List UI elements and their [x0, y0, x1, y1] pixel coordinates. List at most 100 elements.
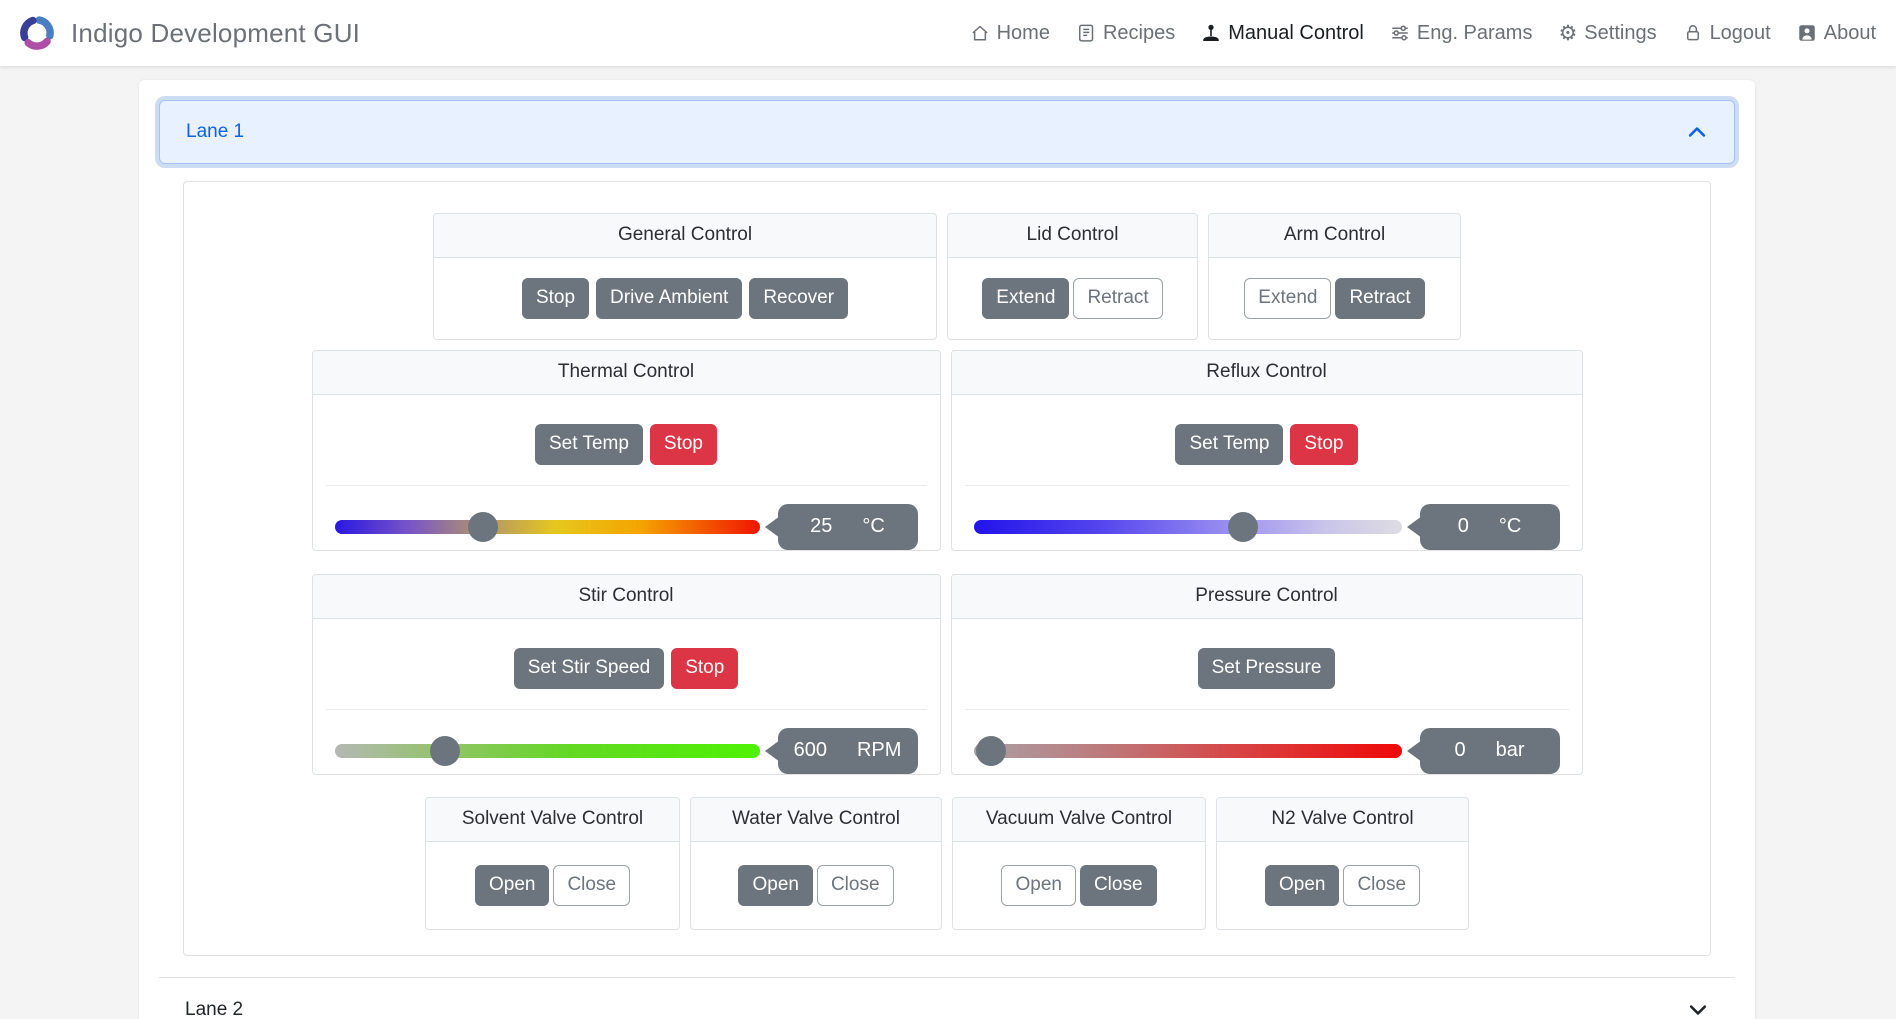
- card-title: Thermal Control: [312, 351, 940, 395]
- pressure-value-badge: 0 bar: [1419, 727, 1560, 774]
- nav-item-home[interactable]: Home: [970, 22, 1050, 45]
- card-title: Solvent Valve Control: [426, 798, 679, 842]
- set-pressure-button[interactable]: Set Pressure: [1197, 648, 1336, 689]
- set-temp-button[interactable]: Set Temp: [534, 424, 643, 465]
- row-thermal-reflux: Thermal Control Set Temp Stop 2: [184, 350, 1710, 551]
- n2-valve-card: N2 Valve Control Open Close: [1216, 797, 1469, 930]
- card-title: Vacuum Valve Control: [953, 798, 1205, 842]
- water-valve-card: Water Valve Control Open Close: [690, 797, 942, 930]
- temperature-value-badge: 25 °C: [777, 503, 918, 550]
- recover-button[interactable]: Recover: [749, 278, 849, 319]
- nav-item-eng-params[interactable]: Eng. Params: [1390, 21, 1533, 45]
- reflux-value-badge: 0 °C: [1419, 503, 1560, 550]
- pressure-control-card: Pressure Control Set Pressure 0: [950, 574, 1583, 775]
- value: 600: [793, 739, 827, 762]
- nav-item-settings[interactable]: ⚙ Settings: [1558, 22, 1656, 45]
- vacuum-valve-card: Vacuum Valve Control Open Close: [952, 797, 1206, 930]
- unit: °C: [862, 515, 885, 538]
- close-button[interactable]: Close: [816, 865, 894, 906]
- nav-item-logout[interactable]: Logout: [1683, 22, 1771, 45]
- arm-control-card: Arm Control Extend Retract: [1208, 213, 1461, 340]
- lane1-panel: General Control Stop Drive Ambient Recov…: [183, 181, 1711, 956]
- gear-icon: ⚙: [1558, 21, 1578, 45]
- lock-icon: [1686, 25, 1699, 41]
- card-title: N2 Valve Control: [1217, 798, 1468, 842]
- drive-ambient-button[interactable]: Drive Ambient: [596, 278, 743, 319]
- open-button[interactable]: Open: [1264, 865, 1340, 906]
- lane1-accordion-header[interactable]: Lane 1: [159, 100, 1735, 164]
- divider: [325, 484, 927, 486]
- row-stir-pressure: Stir Control Set Stir Speed Stop: [184, 574, 1710, 775]
- card-title: Lid Control: [948, 214, 1197, 258]
- stir-value-badge: 600 RPM: [777, 727, 918, 774]
- thermal-control-card: Thermal Control Set Temp Stop 2: [311, 350, 941, 551]
- nav-label: About: [1823, 21, 1876, 44]
- app-logo-icon: [20, 16, 54, 50]
- unit: RPM: [856, 739, 902, 762]
- nav-label: Manual Control: [1228, 21, 1364, 44]
- temperature-slider[interactable]: [334, 511, 760, 542]
- sliders-icon: [1392, 25, 1408, 41]
- nav-item-manual-control[interactable]: Manual Control: [1201, 22, 1364, 45]
- joystick-icon: [1203, 24, 1219, 41]
- nav-label: Home: [996, 21, 1050, 44]
- divider: [964, 708, 1569, 710]
- slider-thumb[interactable]: [1228, 511, 1259, 542]
- lane2-accordion-header[interactable]: Lane 2: [159, 978, 1735, 1019]
- app-title: Indigo Development GUI: [71, 17, 361, 48]
- nav-label: Logout: [1709, 21, 1771, 44]
- nav-label: Recipes: [1102, 21, 1176, 44]
- arm-extend-button[interactable]: Extend: [1244, 278, 1332, 319]
- value: 0: [1457, 515, 1469, 538]
- nav-item-recipes[interactable]: Recipes: [1076, 22, 1175, 45]
- set-temp-button[interactable]: Set Temp: [1175, 424, 1284, 465]
- slider-thumb[interactable]: [975, 735, 1006, 766]
- card-title: Stir Control: [312, 575, 940, 619]
- lid-control-card: Lid Control Extend Retract: [947, 213, 1198, 340]
- close-button[interactable]: Close: [1079, 865, 1157, 906]
- value: 0: [1454, 739, 1466, 762]
- value: 25: [810, 515, 833, 538]
- close-button[interactable]: Close: [1343, 865, 1421, 906]
- open-button[interactable]: Open: [1001, 865, 1076, 906]
- top-navbar: Indigo Development GUI Home Recipes: [0, 0, 1896, 66]
- stir-speed-slider[interactable]: [334, 735, 760, 766]
- lane2-label: Lane 2: [185, 999, 244, 1019]
- pressure-slider[interactable]: [973, 735, 1402, 766]
- row-top-controls: General Control Stop Drive Ambient Recov…: [184, 213, 1710, 340]
- content-card: Lane 1 General Control Stop Drive Ambien…: [139, 80, 1755, 1019]
- unit: bar: [1495, 739, 1525, 762]
- arm-retract-button[interactable]: Retract: [1335, 278, 1425, 319]
- unit: °C: [1498, 515, 1522, 538]
- nav-item-about[interactable]: About: [1797, 22, 1876, 45]
- solvent-valve-card: Solvent Valve Control Open Close: [425, 797, 680, 930]
- card-title: Pressure Control: [951, 575, 1582, 619]
- stir-control-card: Stir Control Set Stir Speed Stop: [311, 574, 941, 775]
- lane1-label: Lane 1: [186, 121, 245, 142]
- set-stir-speed-button[interactable]: Set Stir Speed: [513, 648, 665, 689]
- lid-retract-button[interactable]: Retract: [1073, 278, 1163, 319]
- open-button[interactable]: Open: [474, 865, 550, 906]
- chevron-up-icon: [1688, 127, 1706, 137]
- journal-icon: [1078, 24, 1094, 42]
- row-valves: Solvent Valve Control Open Close Water V…: [184, 797, 1710, 930]
- nav-label: Settings: [1584, 21, 1657, 44]
- slider-thumb[interactable]: [468, 511, 499, 542]
- reflux-temperature-slider[interactable]: [973, 511, 1402, 542]
- stop-button[interactable]: Stop: [1290, 424, 1358, 465]
- chevron-down-icon: [1689, 1005, 1707, 1015]
- house-icon: [971, 25, 988, 41]
- reflux-control-card: Reflux Control Set Temp Stop 0: [950, 350, 1583, 551]
- general-control-card: General Control Stop Drive Ambient Recov…: [433, 213, 937, 340]
- stop-button[interactable]: Stop: [671, 648, 739, 689]
- card-title: General Control: [434, 214, 936, 258]
- lid-extend-button[interactable]: Extend: [982, 278, 1070, 319]
- stop-button[interactable]: Stop: [521, 278, 590, 319]
- card-title: Water Valve Control: [691, 798, 941, 842]
- slider-thumb[interactable]: [429, 735, 460, 766]
- open-button[interactable]: Open: [738, 865, 813, 906]
- card-title: Reflux Control: [951, 351, 1582, 395]
- close-button[interactable]: Close: [553, 865, 631, 906]
- stop-button[interactable]: Stop: [649, 424, 717, 465]
- nav-label: Eng. Params: [1416, 21, 1533, 44]
